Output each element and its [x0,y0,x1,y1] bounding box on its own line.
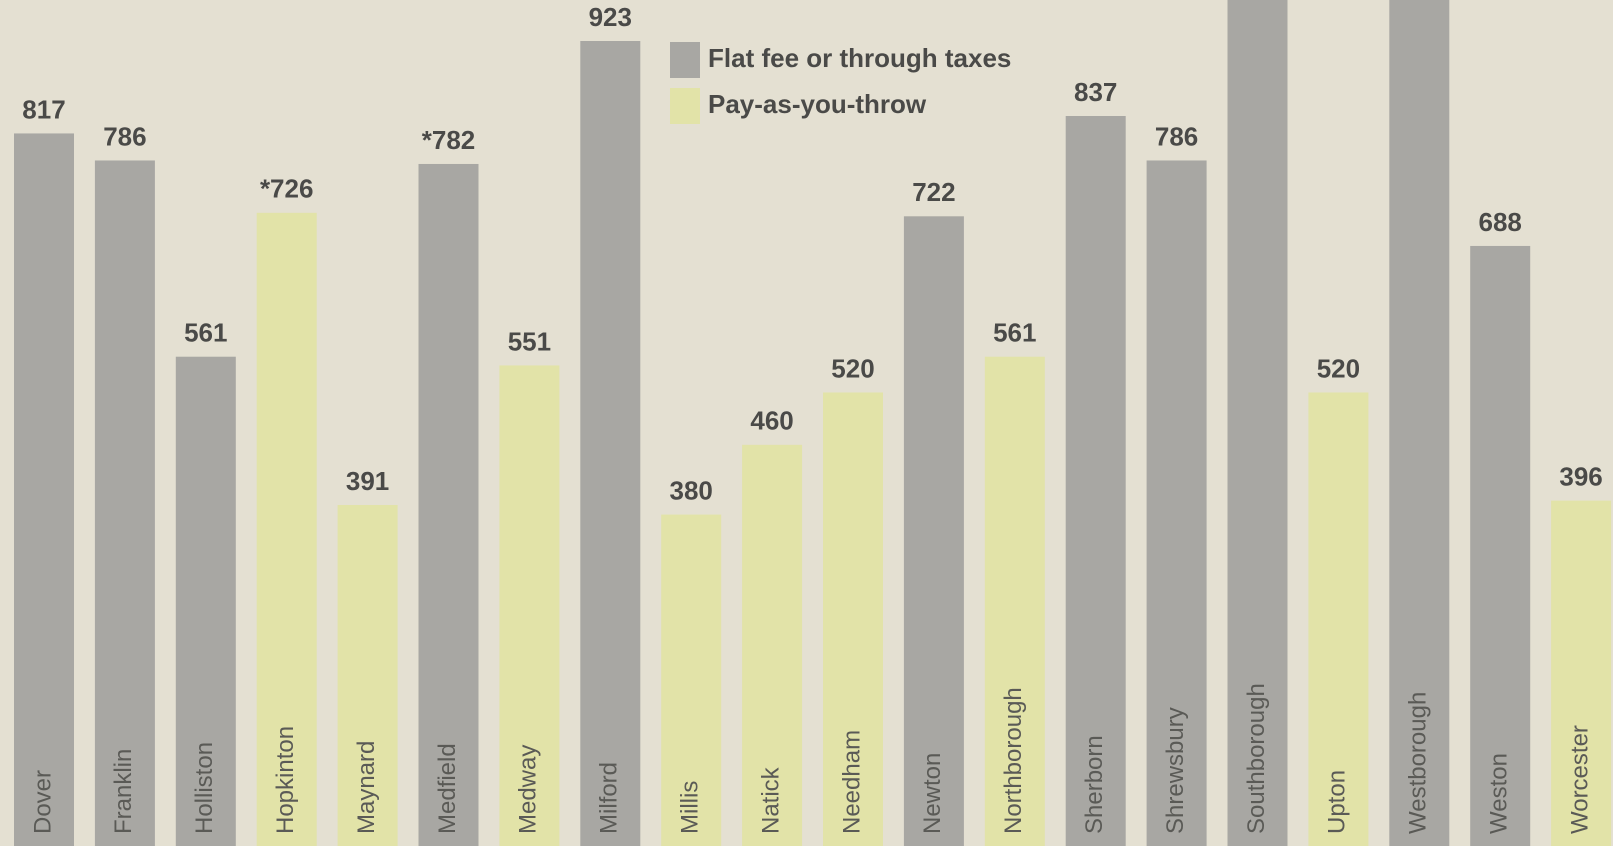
value-label: 380 [670,475,713,505]
value-label: 722 [912,177,955,207]
value-label: 460 [750,406,793,436]
value-label: 786 [103,121,146,151]
bar [1227,0,1288,846]
category-label: Milford [596,762,623,834]
bar [984,356,1045,846]
bar [1389,0,1450,846]
category-label: Sherborn [1081,735,1108,834]
category-label: Needham [838,730,865,834]
bar [175,356,236,846]
value-label: 561 [184,318,227,348]
category-label: Natick [757,766,784,834]
bar [418,163,479,846]
value-label: 561 [993,318,1036,348]
bar [1146,160,1207,846]
bar [499,365,560,846]
bar [742,444,803,846]
category-label: Medway [515,745,542,834]
value-label: 688 [1479,207,1522,237]
value-label: 837 [1074,77,1117,107]
category-label: Weston [1486,753,1513,834]
bar [1551,500,1612,846]
category-label: Franklin [110,749,137,834]
legend-swatch [670,88,700,124]
bar [823,392,883,846]
category-label: Maynard [353,741,380,834]
bar [14,133,74,846]
legend-swatch [670,42,700,78]
value-label: 520 [831,353,874,383]
category-label: Westborough [1405,692,1432,834]
value-label: *726 [260,174,314,204]
bar [903,216,964,846]
legend-label: Flat fee or through taxes [708,43,1011,73]
bar [1470,245,1531,846]
value-label: 520 [1317,353,1360,383]
category-label: Holliston [191,742,218,834]
category-label: Medfield [434,743,461,834]
value-label: 786 [1155,121,1198,151]
bar [1308,392,1369,846]
value-label: 551 [508,326,551,356]
category-label: Newton [919,753,946,834]
category-label: Shrewsbury [1162,707,1189,834]
legend-label: Pay-as-you-throw [708,89,927,119]
bar [337,504,398,846]
category-label: Worcester [1566,725,1593,834]
bar [580,40,641,846]
bar [94,160,155,846]
value-label: *782 [422,125,476,155]
category-label: Hopkinton [272,726,299,834]
category-label: Northborough [1000,687,1027,834]
category-label: Millis [677,781,704,834]
bar [661,514,722,846]
category-label: Southborough [1243,683,1270,834]
value-label: 923 [589,2,632,32]
bar [1065,115,1126,846]
bar [256,212,317,846]
value-label: 391 [346,466,389,496]
value-label: 396 [1559,461,1602,491]
value-label: 817 [22,94,65,124]
category-label: Dover [29,770,56,834]
category-label: Upton [1324,770,1351,834]
